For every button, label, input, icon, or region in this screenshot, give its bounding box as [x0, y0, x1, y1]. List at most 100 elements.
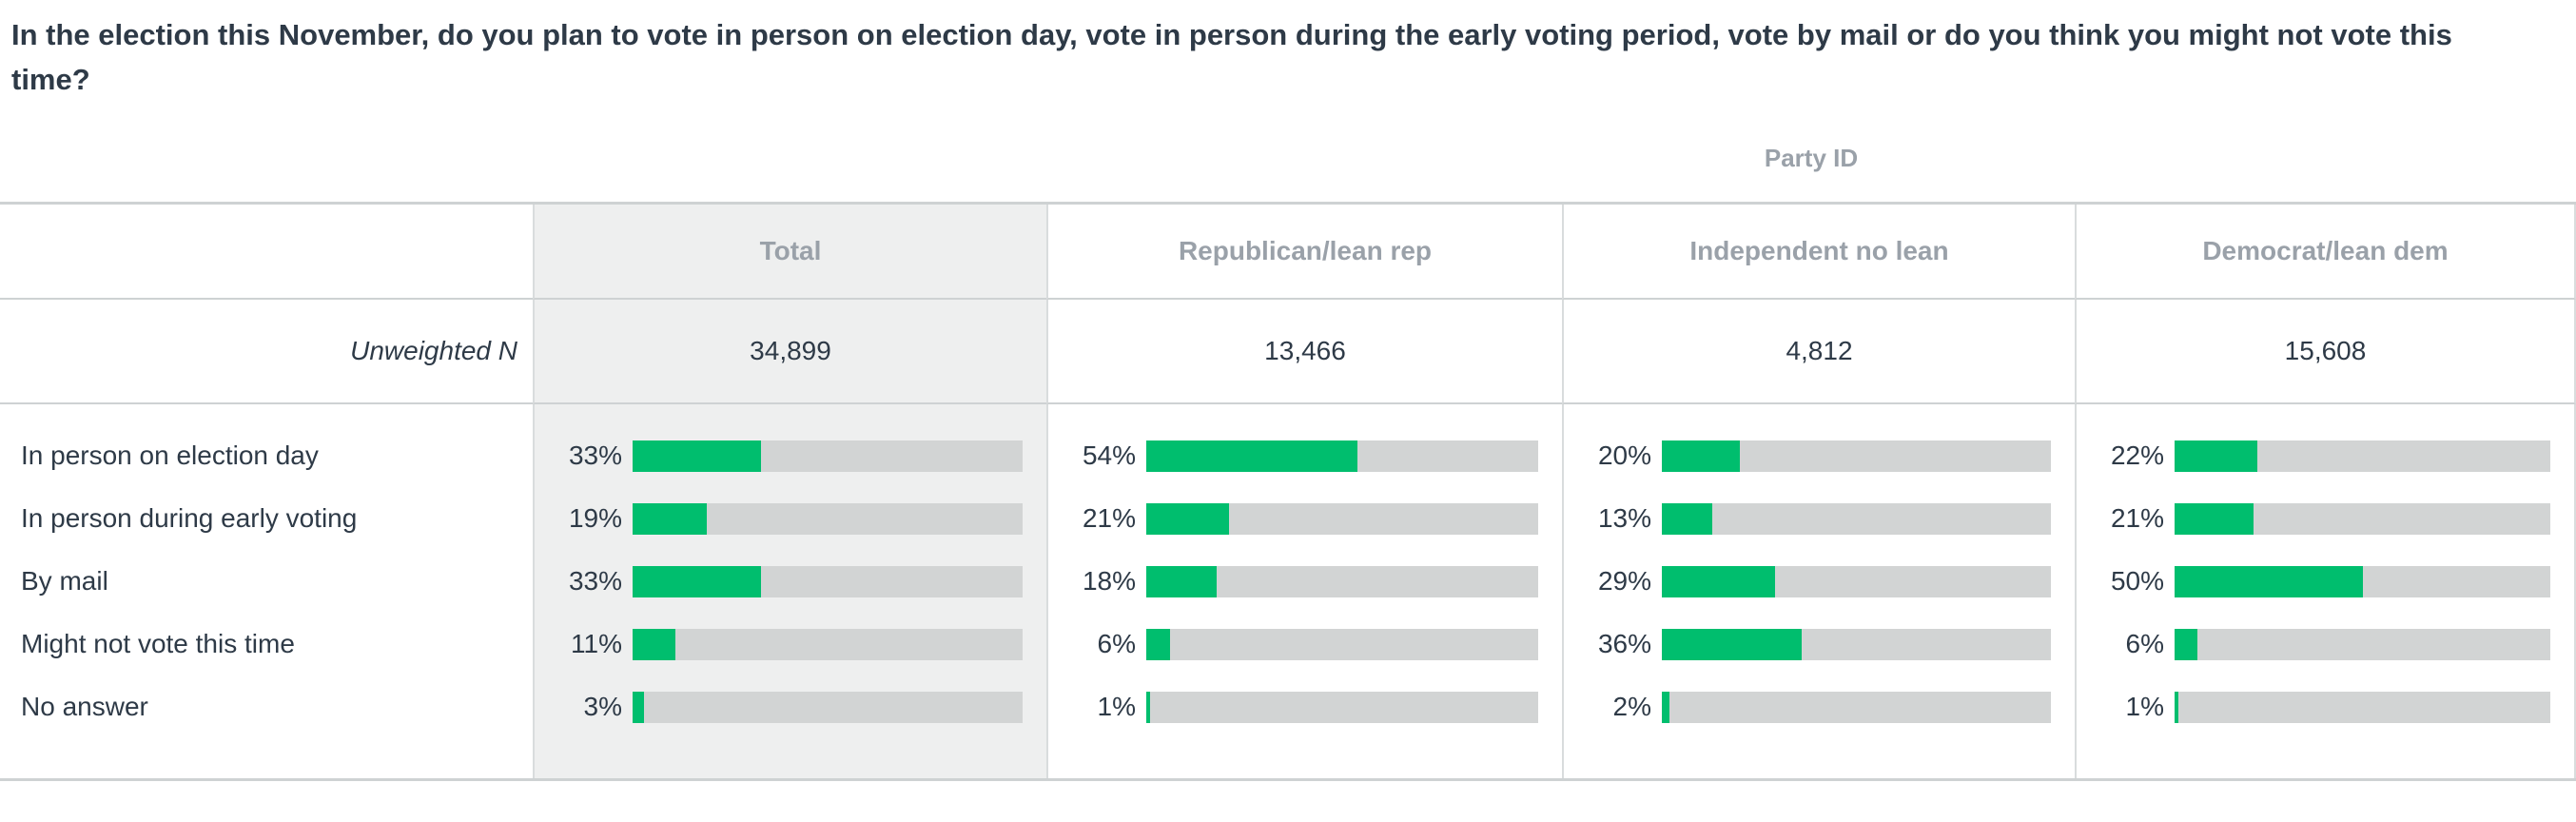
bar-track: [1146, 440, 1538, 472]
unweighted-n-value: 34,899: [750, 336, 831, 365]
bar-track: [633, 502, 1023, 535]
bar-fill: [2175, 691, 2178, 723]
bar-row: 19%: [535, 487, 1046, 550]
row-label-in-person-on-election-day: In person on election day: [0, 424, 533, 487]
column-header-republican-lean-rep: Republican/lean rep: [1046, 205, 1562, 300]
percent-value: 20%: [1597, 440, 1651, 470]
bar-row: 29%: [1564, 550, 2075, 613]
bar-row: 1%: [2077, 675, 2574, 738]
bar-track: [2175, 628, 2550, 660]
bar-track: [633, 628, 1023, 660]
bar-track: [2175, 502, 2550, 535]
bar-fill: [1662, 502, 1713, 535]
bar-row: 20%: [1564, 424, 2075, 487]
bar-track: [1662, 440, 2051, 472]
unweighted-n-row-label: Unweighted N: [0, 300, 533, 404]
percent-value: 6%: [1097, 629, 1136, 658]
bar-track: [1662, 502, 2051, 535]
percent-value: 1%: [2125, 692, 2164, 721]
bar-fill: [1146, 440, 1358, 472]
column-header-label: Republican/lean rep: [1178, 236, 1433, 265]
bar-fill: [2175, 440, 2257, 472]
percent-value: 3%: [583, 692, 622, 721]
unweighted-n-value: 15,608: [2284, 336, 2367, 365]
bar-fill: [1662, 440, 1740, 472]
bar-row: 11%: [535, 613, 1046, 675]
bar-track: [1662, 565, 2051, 597]
percent-value: 6%: [2125, 629, 2164, 658]
percent-value: 11%: [571, 629, 622, 658]
bar-column-democrat-lean-dem: 22% 21% 50%: [2075, 404, 2576, 778]
column-header-independent-no-lean: Independent no lean: [1562, 205, 2075, 300]
bar-row: 21%: [1048, 487, 1562, 550]
percent-value: 21%: [2110, 503, 2164, 533]
bar-row: 33%: [535, 424, 1046, 487]
percent-value: 36%: [1597, 629, 1651, 658]
bar-fill: [2175, 502, 2254, 535]
bar-row: 3%: [535, 675, 1046, 738]
bar-track: [633, 691, 1023, 723]
bar-fill: [1146, 628, 1170, 660]
question-title: In the election this November, do you pl…: [11, 18, 2452, 96]
bar-fill: [633, 628, 676, 660]
bar-fill: [633, 502, 707, 535]
column-header-democrat-lean-dem: Democrat/lean dem: [2075, 205, 2576, 300]
unweighted-n-value: 4,812: [1786, 336, 1853, 365]
percent-value: 1%: [1097, 692, 1136, 721]
bar-fill: [1146, 565, 1218, 597]
answer-labels-column: In person on election day In person duri…: [0, 404, 533, 778]
bar-row: 2%: [1564, 675, 2075, 738]
bar-track: [1662, 628, 2051, 660]
bar-column-independent-no-lean: 20% 13% 29%: [1562, 404, 2075, 778]
bar-row: 36%: [1564, 613, 2075, 675]
row-label-in-person-during-early-voting: In person during early voting: [0, 487, 533, 550]
bar-track: [1146, 502, 1538, 535]
bar-row: 6%: [1048, 613, 1562, 675]
percent-value: 19%: [568, 503, 622, 533]
bar-fill: [2175, 628, 2197, 660]
bar-track: [1662, 691, 2051, 723]
percent-value: 21%: [1082, 503, 1136, 533]
bar-row: 13%: [1564, 487, 2075, 550]
bar-track: [1146, 628, 1538, 660]
bar-row: 21%: [2077, 487, 2574, 550]
bar-fill: [1146, 691, 1151, 723]
bar-row: 50%: [2077, 550, 2574, 613]
bar-column-total: 33% 19% 33%: [533, 404, 1046, 778]
column-header-label: Independent no lean: [1689, 236, 1949, 265]
column-header-label: Total: [759, 236, 822, 265]
column-header-total: Total: [533, 205, 1046, 300]
column-header-spacer: [0, 205, 533, 300]
percent-value: 54%: [1082, 440, 1136, 470]
bar-fill: [1662, 628, 1803, 660]
bar-column-republican-lean-rep: 54% 21% 18%: [1046, 404, 1562, 778]
bar-row: 1%: [1048, 675, 1562, 738]
percent-value: 33%: [568, 440, 622, 470]
crosstab-table: Total Republican/lean rep Independent no…: [0, 202, 2576, 781]
percent-value: 18%: [1082, 566, 1136, 596]
bar-track: [633, 440, 1023, 472]
percent-value: 13%: [1597, 503, 1651, 533]
bar-track: [1146, 565, 1538, 597]
answer-label: Might not vote this time: [21, 629, 295, 658]
bar-row: 6%: [2077, 613, 2574, 675]
bar-fill: [2175, 565, 2363, 597]
bar-track: [2175, 440, 2550, 472]
party-id-group-header: Party ID: [1764, 144, 1859, 172]
answer-label: In person during early voting: [21, 503, 358, 533]
bar-row: 33%: [535, 550, 1046, 613]
percent-value: 22%: [2110, 440, 2164, 470]
unweighted-n-label: Unweighted N: [350, 336, 517, 365]
bar-track: [2175, 565, 2550, 597]
row-label-might-not-vote-this-time: Might not vote this time: [0, 613, 533, 675]
unweighted-n-cell-total: 34,899: [533, 300, 1046, 404]
bar-fill: [633, 440, 762, 472]
row-label-no-answer: No answer: [0, 675, 533, 738]
unweighted-n-value: 13,466: [1264, 336, 1346, 365]
percent-value: 29%: [1597, 566, 1651, 596]
unweighted-n-cell-republican-lean-rep: 13,466: [1046, 300, 1562, 404]
column-header-label: Democrat/lean dem: [2202, 236, 2449, 265]
percent-value: 33%: [568, 566, 622, 596]
bar-row: 22%: [2077, 424, 2574, 487]
percent-value: 50%: [2110, 566, 2164, 596]
